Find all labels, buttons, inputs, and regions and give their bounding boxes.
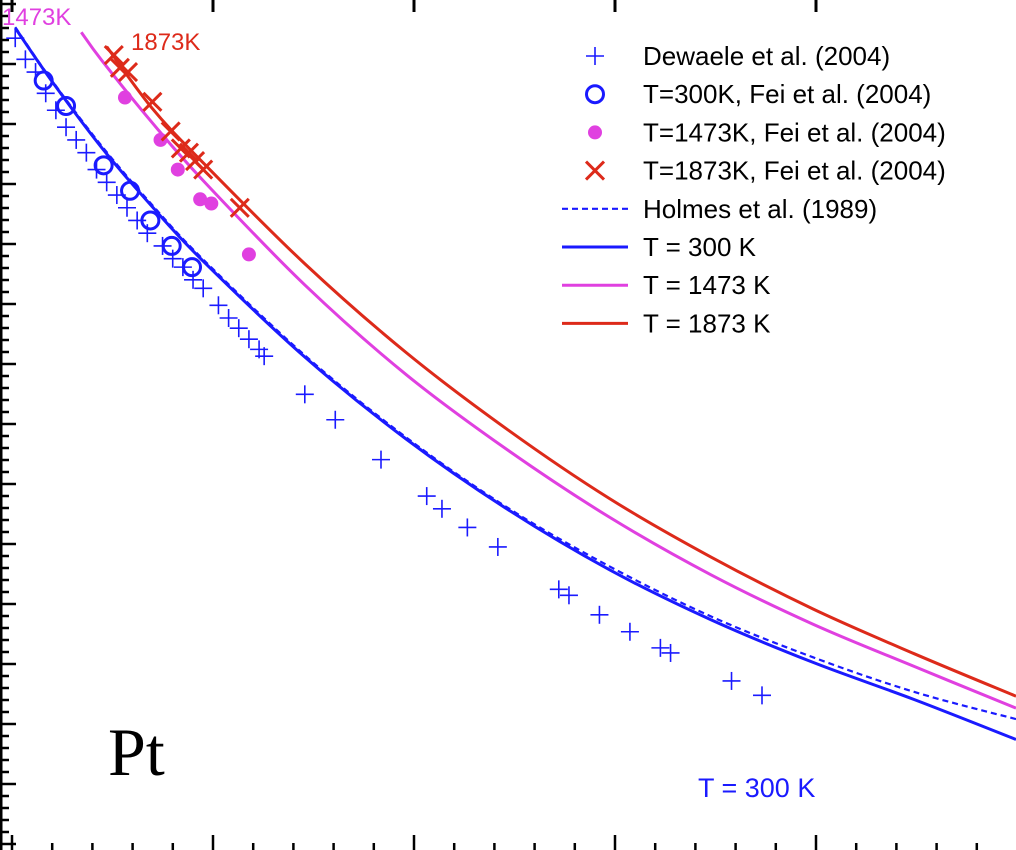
point-0-24 <box>255 347 274 366</box>
point-0-29 <box>432 499 451 518</box>
point-0-26 <box>326 410 345 429</box>
point-0-30 <box>458 518 477 537</box>
point-3-6 <box>178 142 200 163</box>
fit-curves <box>14 26 1016 741</box>
point-1-1 <box>56 96 77 116</box>
point-2-3 <box>193 192 208 207</box>
point-0-19 <box>209 296 228 315</box>
point-0-5 <box>57 118 76 137</box>
point-2-4 <box>204 196 219 211</box>
data-points <box>6 29 771 705</box>
point-1-4 <box>140 210 161 231</box>
point-1-2 <box>93 155 114 176</box>
point-0-18 <box>194 279 213 298</box>
legend-entry-2: T=1473K, Fei et al. (2004) <box>588 117 946 147</box>
legend: Dewaele et al. (2004) T=300K, Fei et al. … <box>562 41 946 338</box>
point-2-5 <box>241 247 256 262</box>
point-1-0 <box>33 70 54 91</box>
point-0-11 <box>118 198 136 217</box>
point-0-27 <box>372 450 390 469</box>
curve-label-1473k: 1473K <box>2 4 71 31</box>
curve-6 <box>80 31 1016 710</box>
legend-label-3: T=1873K, Fei et al. (2004) <box>643 156 946 186</box>
point-0-17 <box>184 270 203 289</box>
legend-entry-1: T=300K, Fei et al. (2004) <box>585 79 931 109</box>
point-0-25 <box>295 385 314 404</box>
point-0-39 <box>753 686 771 705</box>
point-0-7 <box>77 143 96 162</box>
axis-ticks <box>0 0 979 850</box>
point-0-37 <box>661 643 680 662</box>
point-0-22 <box>239 330 258 349</box>
legend-marker-0 <box>586 47 604 65</box>
point-3-4 <box>160 121 181 142</box>
point-0-36 <box>651 638 670 657</box>
legend-label-0: Dewaele et al. (2004) <box>643 41 890 71</box>
legend-marker-3 <box>584 160 606 181</box>
legend-marker-1 <box>585 84 605 105</box>
point-0-33 <box>559 586 578 605</box>
point-0-0 <box>6 29 25 48</box>
legend-label-7: T = 1873 K <box>643 308 771 338</box>
legend-entry-6: T = 1473 K <box>562 270 771 300</box>
point-3-0 <box>103 45 124 66</box>
point-0-1 <box>16 50 35 69</box>
point-0-20 <box>219 309 238 327</box>
curve-5 <box>14 27 1016 741</box>
legend-label-5: T = 300 K <box>643 232 757 262</box>
point-0-31 <box>488 537 507 556</box>
point-2-0 <box>117 90 132 105</box>
point-3-3 <box>142 91 163 112</box>
point-0-38 <box>722 671 741 690</box>
point-0-9 <box>97 173 116 192</box>
point-0-4 <box>46 101 65 120</box>
legend-entry-0: Dewaele et al. (2004) <box>586 41 890 71</box>
curve-7 <box>105 45 1016 698</box>
legend-entry-4: Holmes et al. (1989) <box>562 194 877 224</box>
point-3-8 <box>193 159 214 180</box>
point-0-21 <box>229 319 248 338</box>
point-3-9 <box>229 197 250 218</box>
legend-label-1: T=300K, Fei et al. (2004) <box>643 79 931 109</box>
legend-marker-2 <box>588 125 602 140</box>
point-1-5 <box>161 235 182 256</box>
point-0-15 <box>163 249 182 268</box>
legend-label-4: Holmes et al. (1989) <box>643 194 877 224</box>
point-1-6 <box>182 257 203 278</box>
legend-entry-5: T = 300 K <box>562 232 757 262</box>
legend-label-6: T = 1473 K <box>643 270 771 300</box>
point-0-32 <box>549 580 568 599</box>
point-2-2 <box>170 162 185 177</box>
curve-label-1873k: 1873K <box>131 29 200 56</box>
curve-label-300k: T = 300 K <box>698 773 815 803</box>
element-label-pt: Pt <box>108 714 165 790</box>
point-0-6 <box>67 130 86 149</box>
legend-entry-3: T=1873K, Fei et al. (2004) <box>584 156 946 186</box>
point-0-34 <box>590 605 609 624</box>
legend-label-2: T=1473K, Fei et al. (2004) <box>643 117 946 147</box>
point-0-28 <box>417 487 436 506</box>
annotations: 1473K 1873K T = 300 K Pt <box>2 4 815 803</box>
point-1-3 <box>120 180 141 201</box>
legend-entry-7: T = 1873 K <box>562 308 771 338</box>
point-0-35 <box>620 622 639 641</box>
point-3-2 <box>117 62 139 83</box>
